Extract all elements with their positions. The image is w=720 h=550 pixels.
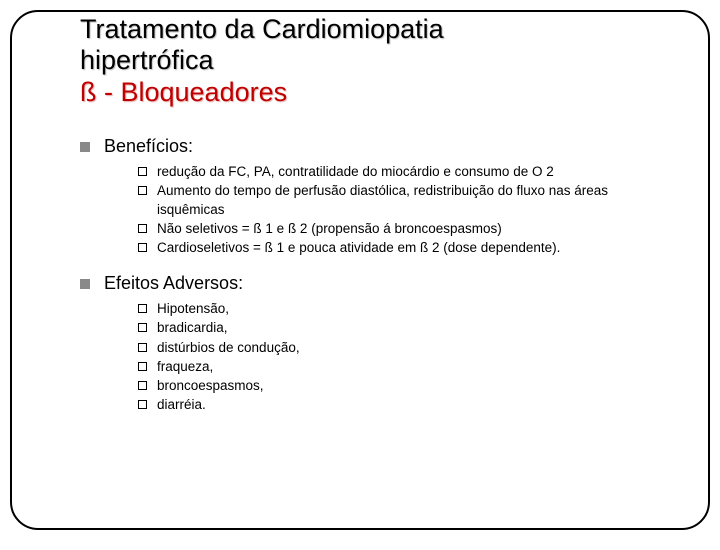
hollow-square-icon: [138, 304, 147, 313]
hollow-square-icon: [138, 381, 147, 390]
hollow-square-icon: [138, 243, 147, 252]
list-item-text: redução da FC, PA, contratilidade do mio…: [157, 163, 660, 181]
title-line-3: ß - Bloqueadores: [80, 77, 660, 108]
list-item: distúrbios de condução,: [138, 339, 660, 357]
hollow-square-icon: [138, 186, 147, 195]
hollow-square-icon: [138, 323, 147, 332]
hollow-square-icon: [138, 167, 147, 176]
list-item-text: Não seletivos = ß 1 e ß 2 (propensão á b…: [157, 220, 660, 238]
section-items: redução da FC, PA, contratilidade do mio…: [80, 163, 660, 257]
title-line-1: Tratamento da Cardiomiopatia: [80, 14, 660, 45]
hollow-square-icon: [138, 224, 147, 233]
list-item: Aumento do tempo de perfusão diastólica,…: [138, 182, 660, 218]
list-item-text: fraqueza,: [157, 358, 660, 376]
hollow-square-icon: [138, 343, 147, 352]
list-item: diarréia.: [138, 396, 660, 414]
list-item-text: distúrbios de condução,: [157, 339, 660, 357]
list-item-text: broncoespasmos,: [157, 377, 660, 395]
square-bullet-icon: [80, 279, 90, 289]
section-heading: Benefícios:: [104, 136, 193, 157]
hollow-square-icon: [138, 362, 147, 371]
list-item-text: diarréia.: [157, 396, 660, 414]
hollow-square-icon: [138, 400, 147, 409]
list-item: Não seletivos = ß 1 e ß 2 (propensão á b…: [138, 220, 660, 238]
section-heading: Efeitos Adversos:: [104, 273, 243, 294]
section-heading-row: Benefícios:: [80, 136, 660, 157]
list-item: Hipotensão,: [138, 300, 660, 318]
list-item: broncoespasmos,: [138, 377, 660, 395]
list-item-text: Aumento do tempo de perfusão diastólica,…: [157, 182, 660, 218]
list-item: Cardioseletivos = ß 1 e pouca atividade …: [138, 239, 660, 257]
section-items: Hipotensão, bradicardia, distúrbios de c…: [80, 300, 660, 414]
title-block: Tratamento da Cardiomiopatia hipertrófic…: [80, 14, 660, 108]
square-bullet-icon: [80, 142, 90, 152]
content-area: Benefícios: redução da FC, PA, contratil…: [80, 136, 660, 414]
list-item-text: bradicardia,: [157, 319, 660, 337]
list-item-text: Hipotensão,: [157, 300, 660, 318]
title-line-2: hipertrófica: [80, 45, 660, 76]
list-item-text: Cardioseletivos = ß 1 e pouca atividade …: [157, 239, 660, 257]
slide-frame: Tratamento da Cardiomiopatia hipertrófic…: [10, 10, 710, 530]
list-item: bradicardia,: [138, 319, 660, 337]
list-item: fraqueza,: [138, 358, 660, 376]
section-heading-row: Efeitos Adversos:: [80, 273, 660, 294]
list-item: redução da FC, PA, contratilidade do mio…: [138, 163, 660, 181]
